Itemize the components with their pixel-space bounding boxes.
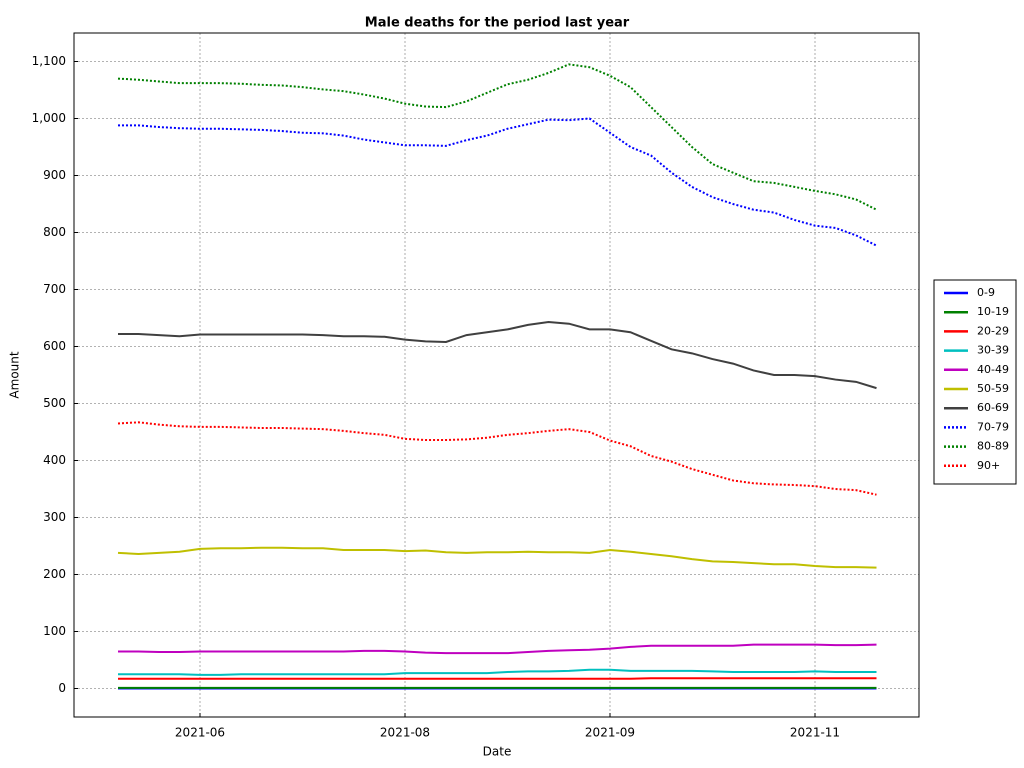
y-tick-label: 1,000 — [32, 111, 66, 125]
y-tick-label: 600 — [43, 339, 66, 353]
legend-box — [933, 279, 1017, 485]
y-tick-label: 700 — [43, 282, 66, 296]
series-line — [118, 320, 877, 390]
plot-frame — [73, 32, 920, 718]
legend-label: 70-79 — [977, 420, 1009, 433]
y-tick-label: 300 — [43, 510, 66, 524]
y-tick-label: 900 — [43, 168, 66, 182]
y-tick-label: 0 — [58, 681, 66, 695]
series-line — [118, 677, 877, 680]
y-tick-label: 500 — [43, 396, 66, 410]
x-tick-label: 2021-11 — [790, 726, 840, 740]
series-line — [118, 668, 877, 676]
series-line — [117, 546, 877, 569]
x-tick-label: 2021-09 — [585, 726, 635, 740]
x-tick-label: 2021-06 — [175, 726, 225, 740]
chart-title: Male deaths for the period last year — [365, 16, 630, 31]
legend-label: 0-9 — [977, 286, 995, 299]
legend-label: 30-39 — [977, 344, 1009, 357]
legend-label: 50-59 — [977, 382, 1009, 395]
y-tick-label: 100 — [43, 624, 66, 638]
series-line — [117, 63, 877, 211]
y-tick-label: 400 — [43, 453, 66, 467]
y-axis-label: Amount — [8, 351, 22, 398]
series-line — [118, 643, 877, 655]
legend: 0-9 10-19 20-29 30-39 40-49 50-59 60-69 70-79 80… — [933, 279, 1017, 485]
plot-area — [74, 33, 919, 717]
x-tick-label: 2021-08 — [380, 726, 430, 740]
y-tick-label: 800 — [43, 225, 66, 239]
y-tick-label: 1,100 — [32, 54, 66, 68]
y-tick-label: 200 — [43, 567, 66, 581]
x-axis-label: Date — [483, 745, 512, 759]
legend-label: 80-89 — [977, 440, 1009, 453]
legend-label: 60-69 — [977, 401, 1009, 414]
legend-label: 40-49 — [977, 363, 1009, 376]
legend-label: 90+ — [977, 459, 1000, 472]
legend-label: 20-29 — [977, 324, 1009, 337]
legend-label: 10-19 — [977, 305, 1009, 318]
series-line — [117, 421, 877, 496]
